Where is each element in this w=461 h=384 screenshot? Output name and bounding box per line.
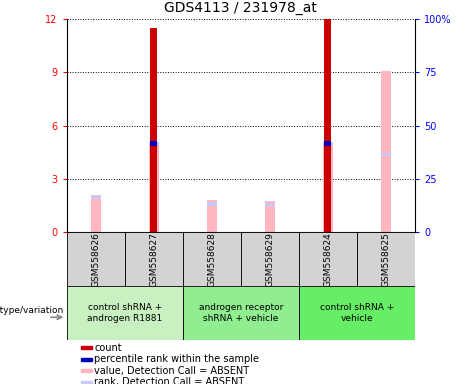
Bar xyxy=(148,144,159,232)
Bar xyxy=(207,200,217,232)
Text: GSM558624: GSM558624 xyxy=(323,232,332,286)
Bar xyxy=(183,232,241,286)
Text: GSM558629: GSM558629 xyxy=(266,232,274,286)
Bar xyxy=(357,232,415,286)
Bar xyxy=(265,201,275,232)
Text: androgen receptor
shRNA + vehicle: androgen receptor shRNA + vehicle xyxy=(199,303,283,323)
Bar xyxy=(148,142,159,145)
Bar xyxy=(81,369,92,372)
Bar xyxy=(241,232,299,286)
Text: control shRNA +
vehicle: control shRNA + vehicle xyxy=(320,303,394,323)
Bar xyxy=(323,144,333,232)
Bar xyxy=(265,203,275,206)
Bar xyxy=(323,142,333,145)
Bar xyxy=(183,286,299,340)
Text: GSM558627: GSM558627 xyxy=(149,232,159,286)
Bar xyxy=(150,28,157,232)
Title: GDS4113 / 231978_at: GDS4113 / 231978_at xyxy=(165,2,317,15)
Text: GSM558626: GSM558626 xyxy=(91,232,100,286)
Text: count: count xyxy=(95,343,122,353)
Bar xyxy=(150,141,157,146)
Bar xyxy=(325,141,331,146)
Text: GSM558625: GSM558625 xyxy=(381,232,390,286)
Text: control shRNA +
androgen R1881: control shRNA + androgen R1881 xyxy=(87,303,162,323)
Bar xyxy=(91,196,101,199)
Bar xyxy=(381,152,391,156)
Bar xyxy=(91,195,101,232)
Text: GSM558628: GSM558628 xyxy=(207,232,216,286)
Text: genotype/variation: genotype/variation xyxy=(0,306,64,315)
Text: percentile rank within the sample: percentile rank within the sample xyxy=(95,354,260,364)
Text: rank, Detection Call = ABSENT: rank, Detection Call = ABSENT xyxy=(95,377,245,384)
Bar xyxy=(81,346,92,349)
Bar xyxy=(125,232,183,286)
Bar xyxy=(81,358,92,361)
Bar xyxy=(81,381,92,384)
Bar xyxy=(299,232,357,286)
Bar xyxy=(325,19,331,232)
Bar xyxy=(67,286,183,340)
Bar xyxy=(381,71,391,232)
Bar xyxy=(299,286,415,340)
Text: value, Detection Call = ABSENT: value, Detection Call = ABSENT xyxy=(95,366,249,376)
Bar xyxy=(207,202,217,205)
Bar xyxy=(67,232,125,286)
